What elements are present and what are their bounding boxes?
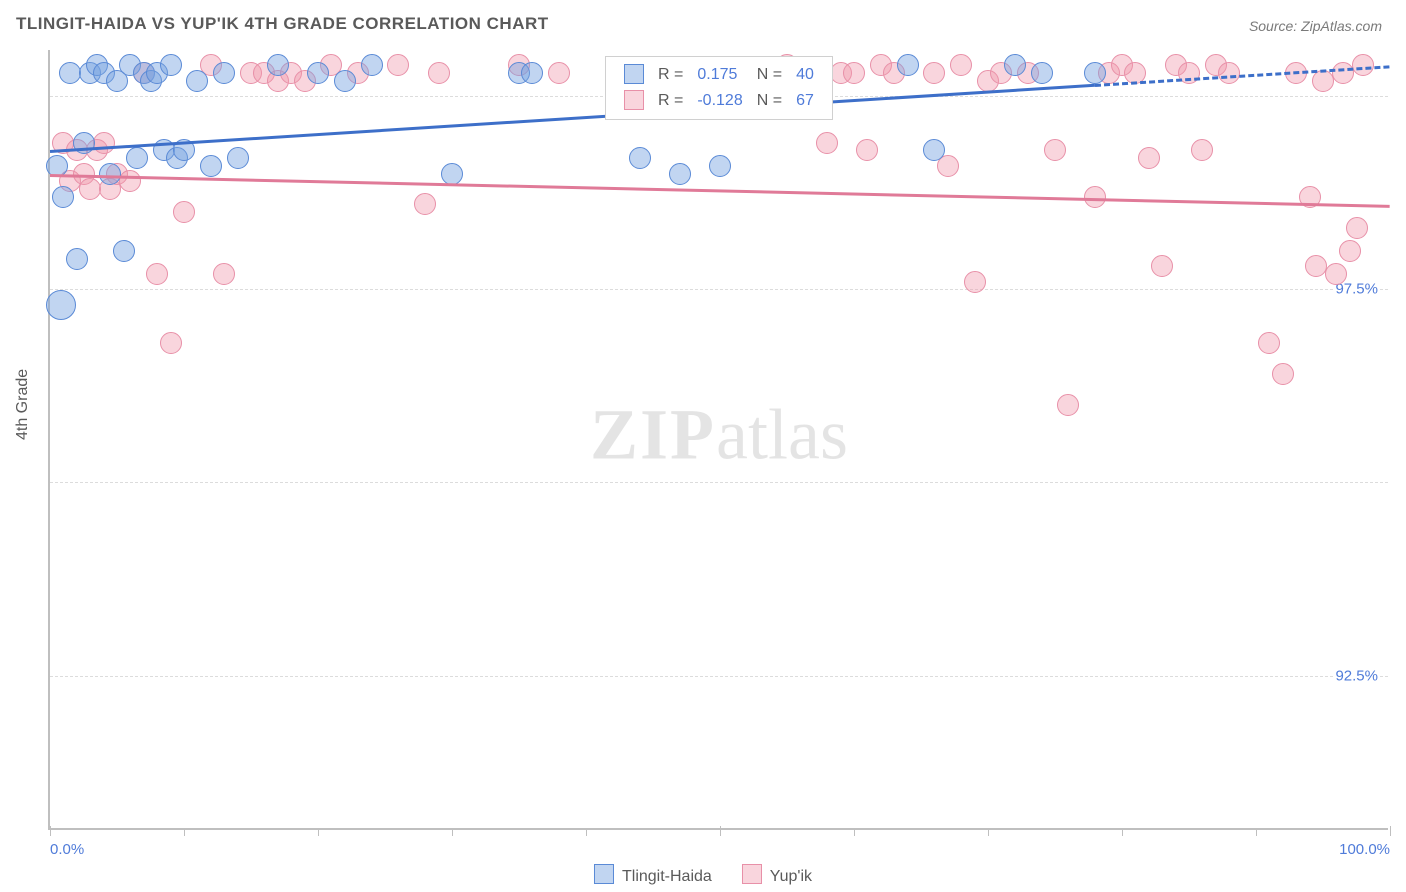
scatter-point [1191, 139, 1213, 161]
scatter-point [99, 163, 121, 185]
scatter-point [334, 70, 356, 92]
scatter-point [79, 178, 101, 200]
gridline [50, 289, 1388, 290]
scatter-point [307, 62, 329, 84]
legend-swatch-b [742, 864, 762, 884]
x-tick-label: 100.0% [1339, 841, 1390, 858]
scatter-point [93, 132, 115, 154]
scatter-point [66, 248, 88, 270]
scatter-point [1057, 394, 1079, 416]
x-tick [50, 826, 51, 836]
scatter-point [521, 62, 543, 84]
scatter-point [160, 54, 182, 76]
scatter-point [923, 62, 945, 84]
scatter-point [1084, 186, 1106, 208]
y-axis-label: 4th Grade [14, 369, 32, 440]
scatter-point [1044, 139, 1066, 161]
scatter-point [816, 132, 838, 154]
x-tick [318, 830, 319, 836]
x-tick [988, 830, 989, 836]
scatter-point [52, 186, 74, 208]
legend-swatch-a [594, 864, 614, 884]
x-tick [720, 826, 721, 836]
x-tick [854, 830, 855, 836]
scatter-point [59, 62, 81, 84]
scatter-point [387, 54, 409, 76]
scatter-point [1352, 54, 1374, 76]
chart-title: TLINGIT-HAIDA VS YUP'IK 4TH GRADE CORREL… [16, 14, 549, 34]
scatter-point [173, 201, 195, 223]
scatter-point [1004, 54, 1026, 76]
correlation-stats-box: R =0.175N =40R =-0.128N =67 [605, 56, 833, 120]
gridline [50, 676, 1388, 677]
scatter-point [1312, 70, 1334, 92]
trend-line [50, 174, 1390, 208]
scatter-point [441, 163, 463, 185]
scatter-point [1151, 255, 1173, 277]
scatter-point [414, 193, 436, 215]
x-tick [1390, 826, 1391, 836]
x-tick [586, 830, 587, 836]
scatter-plot-area: ZIPatlas 92.5%97.5%0.0%100.0%R =0.175N =… [48, 50, 1388, 830]
x-tick [1256, 830, 1257, 836]
scatter-point [119, 170, 141, 192]
scatter-point [548, 62, 570, 84]
scatter-point [186, 70, 208, 92]
x-tick [452, 830, 453, 836]
scatter-point [428, 62, 450, 84]
scatter-point [1346, 217, 1368, 239]
scatter-point [213, 62, 235, 84]
scatter-point [950, 54, 972, 76]
scatter-point [843, 62, 865, 84]
scatter-point [213, 263, 235, 285]
scatter-point [126, 147, 148, 169]
scatter-point [709, 155, 731, 177]
scatter-point [200, 155, 222, 177]
legend-item-a: Tlingit-Haida [594, 864, 712, 886]
scatter-point [923, 139, 945, 161]
scatter-point [1305, 255, 1327, 277]
scatter-point [1031, 62, 1053, 84]
scatter-point [1218, 62, 1240, 84]
gridline [50, 482, 1388, 483]
scatter-point [1339, 240, 1361, 262]
scatter-point [146, 263, 168, 285]
scatter-point [856, 139, 878, 161]
scatter-point [227, 147, 249, 169]
source-attribution: Source: ZipAtlas.com [1249, 18, 1382, 34]
scatter-point [629, 147, 651, 169]
scatter-point [160, 332, 182, 354]
legend: Tlingit-Haida Yup'ik [594, 864, 812, 886]
scatter-point [267, 54, 289, 76]
scatter-point [1325, 263, 1347, 285]
y-tick-label: 92.5% [1333, 667, 1380, 684]
scatter-point [1138, 147, 1160, 169]
scatter-point [1258, 332, 1280, 354]
scatter-point [1084, 62, 1106, 84]
x-tick [1122, 830, 1123, 836]
x-tick-label: 0.0% [50, 841, 84, 858]
scatter-point [897, 54, 919, 76]
scatter-point [669, 163, 691, 185]
scatter-point [361, 54, 383, 76]
scatter-point [1272, 363, 1294, 385]
legend-item-b: Yup'ik [742, 864, 812, 886]
watermark: ZIPatlas [590, 393, 848, 476]
scatter-point [113, 240, 135, 262]
x-tick [184, 830, 185, 836]
scatter-point [964, 271, 986, 293]
scatter-point [1332, 62, 1354, 84]
scatter-point [46, 290, 76, 320]
